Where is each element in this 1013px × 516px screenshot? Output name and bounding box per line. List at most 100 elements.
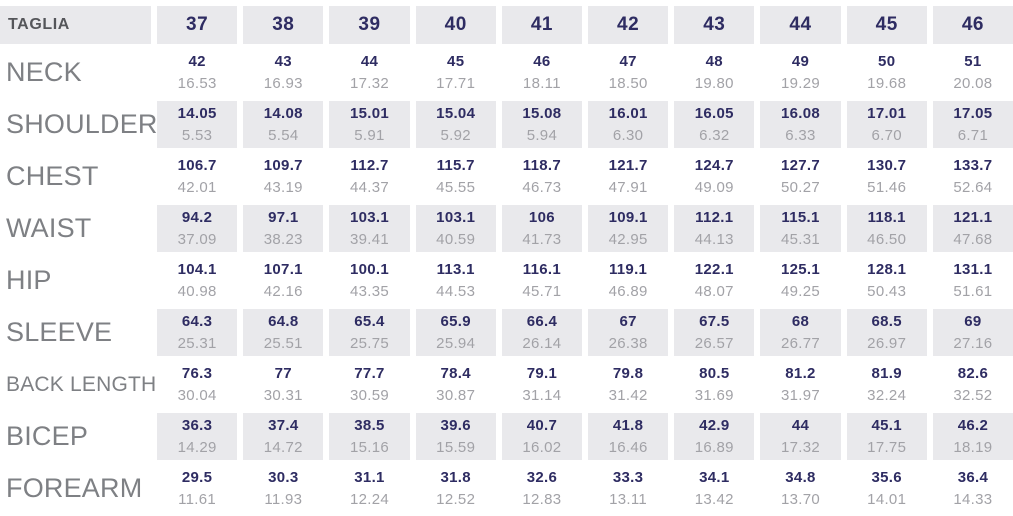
inches-value: 31.14 <box>522 386 562 404</box>
measurement-cell: 41.8 16.46 <box>587 413 669 460</box>
inches-value: 31.69 <box>694 386 734 404</box>
cm-value: 103.1 <box>436 208 476 226</box>
inches-value: 16.02 <box>522 438 562 456</box>
header-size-cell: 39 <box>329 6 410 44</box>
inches-value: 25.75 <box>349 334 390 352</box>
inches-value: 5.54 <box>268 126 299 144</box>
cm-value: 81.2 <box>785 364 816 382</box>
measurement-cell: 15.04 5.92 <box>415 101 496 148</box>
measurement-cell: 77.7 30.59 <box>329 361 410 408</box>
row-label: SLEEVE <box>0 309 151 356</box>
size-table: TAGLIA 37 38 39 40 41 42 43 44 45 46 NECK 42 16.53 43… <box>0 6 1013 512</box>
inches-value: 30.31 <box>263 386 303 404</box>
cm-value: 103.1 <box>349 208 390 226</box>
inches-value: 42.01 <box>177 178 217 196</box>
inches-value: 31.97 <box>780 386 821 404</box>
inches-value: 46.89 <box>608 282 648 300</box>
inches-value: 44.13 <box>694 230 734 248</box>
header-size-cell: 40 <box>415 6 496 44</box>
measurement-cell: 81.2 31.97 <box>760 361 841 408</box>
inches-value: 6.71 <box>957 126 989 144</box>
inches-value: 18.50 <box>608 74 648 92</box>
inches-value: 45.71 <box>522 282 562 300</box>
inches-value: 19.80 <box>694 74 734 92</box>
cm-value: 43 <box>274 52 292 70</box>
measurement-cell: 112.7 44.37 <box>329 153 410 200</box>
measurement-cell: 115.7 45.55 <box>415 153 496 200</box>
cm-value: 38.5 <box>354 416 385 434</box>
measurement-cell: 16.01 6.30 <box>587 101 669 148</box>
cm-value: 42 <box>188 52 206 70</box>
inches-value: 44.37 <box>349 178 390 196</box>
header-size-cell: 44 <box>760 6 841 44</box>
measurement-cell: 115.1 45.31 <box>760 205 841 252</box>
cm-value: 94.2 <box>181 208 213 226</box>
inches-value: 17.32 <box>780 438 821 456</box>
row-label: WAIST <box>0 205 151 252</box>
measurement-cell: 67.5 26.57 <box>674 309 755 356</box>
cm-value: 106 <box>528 208 555 226</box>
measurement-cell: 109.7 43.19 <box>243 153 324 200</box>
inches-value: 25.51 <box>263 334 303 352</box>
measurement-cell: 35.6 14.01 <box>846 465 927 512</box>
cm-value: 118.1 <box>867 208 906 226</box>
cm-value: 109.1 <box>608 208 648 226</box>
measurement-cell: 66.4 26.14 <box>501 309 582 356</box>
cm-value: 14.05 <box>177 104 217 122</box>
cm-value: 65.9 <box>440 312 471 330</box>
measurement-cell: 82.6 32.52 <box>932 361 1013 408</box>
measurement-cell: 80.5 31.69 <box>674 361 755 408</box>
inches-value: 47.91 <box>608 178 648 196</box>
measurement-cell: 106 41.73 <box>501 205 582 252</box>
measurement-cell: 116.1 45.71 <box>501 257 582 304</box>
measurement-cell: 64.3 25.31 <box>157 309 238 356</box>
measurement-cell: 113.1 44.53 <box>415 257 496 304</box>
inches-value: 38.23 <box>263 230 303 248</box>
cm-value: 107.1 <box>263 260 303 278</box>
measurement-cell: 34.1 13.42 <box>674 465 755 512</box>
cm-value: 32.6 <box>526 468 558 486</box>
measurement-cell: 16.08 6.33 <box>760 101 841 148</box>
inches-value: 44.53 <box>436 282 476 300</box>
inches-value: 14.29 <box>177 438 217 456</box>
inches-value: 12.24 <box>349 490 390 508</box>
cm-value: 44 <box>791 416 810 434</box>
row-label: NECK <box>0 49 151 96</box>
measurement-cell: 81.9 32.24 <box>846 361 927 408</box>
inches-value: 49.09 <box>694 178 734 196</box>
cm-value: 119.1 <box>608 260 648 278</box>
measurement-cell: 130.7 51.46 <box>846 153 927 200</box>
measurement-cell: 67 26.38 <box>587 309 669 356</box>
measurement-cell: 128.1 50.43 <box>846 257 927 304</box>
measurement-cell: 46 18.11 <box>501 49 582 96</box>
cm-value: 121.1 <box>953 208 993 226</box>
cm-value: 35.6 <box>871 468 902 486</box>
measurement-cell: 32.6 12.83 <box>501 465 582 512</box>
measurement-cell: 43 16.93 <box>243 49 324 96</box>
measurement-cell: 103.1 40.59 <box>415 205 496 252</box>
inches-value: 16.46 <box>608 438 648 456</box>
measurement-cell: 103.1 39.41 <box>329 205 410 252</box>
cm-value: 121.7 <box>608 156 648 174</box>
inches-value: 51.46 <box>867 178 907 196</box>
inches-value: 5.91 <box>354 126 385 144</box>
cm-value: 77 <box>274 364 292 382</box>
cm-value: 97.1 <box>268 208 299 226</box>
inches-value: 52.64 <box>953 178 993 196</box>
cm-value: 65.4 <box>354 312 385 330</box>
cm-value: 15.08 <box>522 104 562 122</box>
measurement-cell: 36.3 14.29 <box>157 413 238 460</box>
cm-value: 14.08 <box>263 104 303 122</box>
cm-value: 124.7 <box>694 156 734 174</box>
measurement-cell: 14.05 5.53 <box>157 101 238 148</box>
cm-value: 16.08 <box>780 104 821 122</box>
measurement-cell: 77 30.31 <box>243 361 324 408</box>
inches-value: 6.30 <box>612 126 644 144</box>
row-label: CHEST <box>0 153 151 200</box>
inches-value: 11.61 <box>178 490 217 508</box>
cm-value: 79.1 <box>526 364 558 382</box>
measurement-cell: 50 19.68 <box>846 49 927 96</box>
inches-value: 30.59 <box>349 386 390 404</box>
inches-value: 17.32 <box>349 74 390 92</box>
